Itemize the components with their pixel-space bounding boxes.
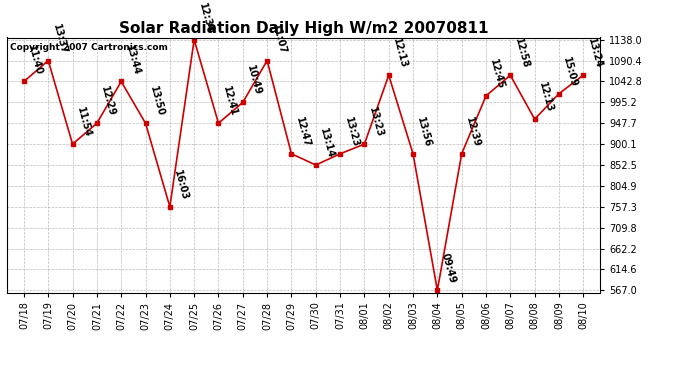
Text: 12:47: 12:47 — [294, 116, 312, 148]
Text: Copyright 2007 Cartronics.com: Copyright 2007 Cartronics.com — [10, 43, 168, 52]
Text: 11:40: 11:40 — [26, 44, 44, 76]
Text: 12:34: 12:34 — [197, 2, 215, 34]
Text: 12:13: 12:13 — [537, 81, 555, 114]
Text: 12:29: 12:29 — [99, 85, 117, 118]
Text: 13:56: 13:56 — [415, 116, 433, 148]
Text: 12:13: 12:13 — [391, 37, 409, 70]
Text: 13:44: 13:44 — [124, 44, 141, 76]
Text: 11:07: 11:07 — [270, 22, 287, 55]
Text: 15:09: 15:09 — [562, 56, 579, 88]
Text: 11:54: 11:54 — [75, 106, 92, 139]
Text: 16:03: 16:03 — [172, 169, 190, 201]
Text: 10:49: 10:49 — [245, 64, 263, 97]
Text: 09:49: 09:49 — [440, 252, 457, 285]
Text: 12:41: 12:41 — [221, 85, 239, 118]
Text: 13:24: 13:24 — [586, 37, 603, 70]
Text: 13:23: 13:23 — [367, 106, 384, 139]
Text: 13:23: 13:23 — [342, 116, 360, 148]
Text: 13:37: 13:37 — [50, 22, 68, 55]
Title: Solar Radiation Daily High W/m2 20070811: Solar Radiation Daily High W/m2 20070811 — [119, 21, 489, 36]
Text: 12:58: 12:58 — [513, 37, 531, 70]
Text: 13:50: 13:50 — [148, 85, 166, 118]
Text: 13:14: 13:14 — [318, 127, 336, 159]
Text: 12:39: 12:39 — [464, 116, 482, 148]
Text: 12:45: 12:45 — [489, 58, 506, 90]
